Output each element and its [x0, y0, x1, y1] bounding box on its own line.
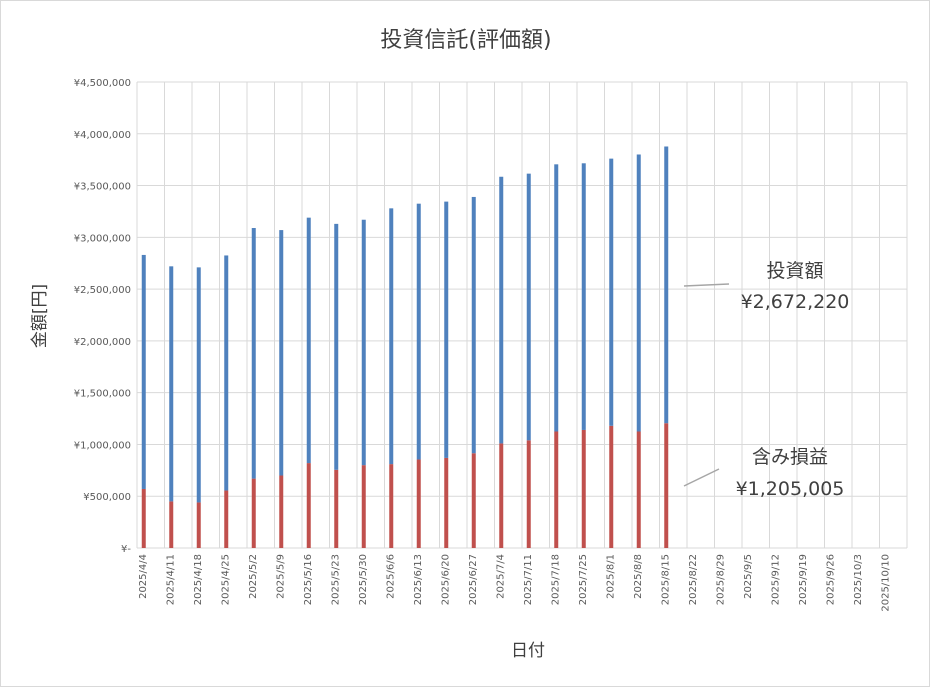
x-tick-label: 2025/9/26	[825, 554, 836, 605]
x-tick-label: 2025/10/10	[880, 554, 891, 612]
x-tick-label: 2025/5/16	[303, 554, 314, 605]
bar-segment	[636, 154, 641, 432]
annotation-leader-line	[683, 283, 730, 287]
data-annotations: 投資額 ¥2,672,220 含み損益 ¥1,205,005	[683, 260, 850, 500]
bar-segment	[334, 469, 339, 548]
y-tick-label: ¥3,000,000	[74, 233, 131, 244]
bar-series	[141, 146, 669, 548]
annotation-label: 含み損益	[752, 446, 828, 468]
x-tick-label: 2025/9/5	[743, 554, 754, 599]
bar-segment	[169, 266, 174, 502]
x-tick-label: 2025/4/4	[138, 554, 149, 599]
x-tick-label: 2025/8/22	[688, 554, 699, 605]
x-tick-label: 2025/7/18	[550, 554, 561, 605]
bar-segment	[609, 425, 614, 548]
x-tick-label: 2025/6/6	[385, 554, 396, 599]
bar-segment	[554, 164, 559, 432]
x-tick-label: 2025/6/27	[468, 554, 479, 605]
y-axis-label: 金額[円]	[30, 284, 50, 348]
x-tick-label: 2025/4/25	[220, 554, 231, 605]
bar-segment	[224, 255, 229, 491]
bar-segment	[444, 201, 449, 458]
bar-segment	[664, 423, 669, 548]
bar-segment	[196, 502, 201, 548]
bar-segment	[526, 173, 531, 441]
bar-segment	[334, 223, 339, 470]
bar-segment	[609, 158, 614, 426]
x-tick-label: 2025/9/12	[770, 554, 781, 605]
bar-segment	[251, 478, 256, 548]
x-tick-label: 2025/6/20	[440, 554, 451, 605]
x-tick-label: 2025/7/4	[495, 554, 506, 599]
y-tick-label: ¥2,000,000	[74, 337, 131, 348]
x-tick-label: 2025/4/11	[165, 554, 176, 605]
x-tick-label: 2025/5/23	[330, 554, 341, 605]
annotation-label: 投資額	[766, 260, 823, 282]
bar-segment	[554, 431, 559, 548]
bar-segment	[361, 465, 366, 548]
bar-segment	[306, 217, 311, 464]
bar-segment	[389, 464, 394, 548]
bar-segment	[306, 463, 311, 548]
y-tick-label: ¥2,500,000	[74, 285, 131, 296]
bar-segment	[251, 228, 256, 479]
bar-segment	[141, 254, 146, 489]
x-tick-label: 2025/6/13	[413, 554, 424, 605]
annotation-value: ¥1,205,005	[736, 478, 845, 500]
bar-segment	[581, 429, 586, 548]
bar-segment	[279, 230, 284, 476]
bar-segment	[471, 196, 476, 454]
x-tick-label: 2025/8/8	[633, 554, 644, 599]
x-tick-label: 2025/8/15	[660, 554, 671, 605]
bar-segment	[279, 475, 284, 548]
bar-segment	[499, 176, 504, 444]
bar-segment	[526, 440, 531, 548]
y-tick-label: ¥1,500,000	[74, 389, 131, 400]
bar-segment	[416, 203, 421, 460]
x-tick-label: 2025/9/19	[798, 554, 809, 605]
bar-segment	[169, 501, 174, 548]
chart-title: 投資信託(評価額)	[380, 28, 551, 53]
bar-segment	[224, 490, 229, 548]
x-tick-label: 2025/5/2	[248, 554, 259, 599]
x-tick-label: 2025/8/1	[605, 554, 616, 599]
y-tick-label: ¥500,000	[83, 492, 131, 503]
x-tick-label: 2025/10/3	[853, 554, 864, 605]
bar-segment	[636, 431, 641, 548]
gridlines	[136, 81, 908, 549]
y-tick-label: ¥4,500,000	[74, 78, 131, 89]
y-tick-label: ¥1,000,000	[74, 440, 131, 451]
x-tick-label: 2025/8/29	[715, 554, 726, 605]
bar-segment	[444, 457, 449, 548]
x-tick-label: 2025/7/25	[578, 554, 589, 605]
bar-segment	[471, 453, 476, 548]
annotation-value: ¥2,672,220	[741, 291, 850, 313]
bar-segment	[581, 163, 586, 430]
x-tick-label: 2025/4/18	[193, 554, 204, 605]
annotation-leader-line	[683, 468, 720, 487]
x-axis-label: 日付	[511, 641, 545, 661]
bar-segment	[141, 488, 146, 548]
bar-segment	[416, 459, 421, 548]
bar-segment	[361, 219, 366, 466]
x-axis-ticks: 2025/4/4 2025/4/11 2025/4/18 2025/4/25 2025/…	[138, 554, 892, 612]
x-tick-label: 2025/7/11	[523, 554, 534, 605]
x-tick-label: 2025/5/30	[358, 554, 369, 605]
y-tick-label: ¥4,000,000	[74, 130, 131, 141]
bar-segment	[389, 208, 394, 465]
y-tick-label: ¥3,500,000	[74, 182, 131, 193]
y-tick-label: ¥-	[121, 544, 131, 555]
y-axis-ticks: ¥- ¥500,000 ¥1,000,000 ¥1,500,000 ¥2,000,000…	[74, 78, 132, 555]
x-tick-label: 2025/5/9	[275, 554, 286, 599]
bar-segment	[664, 146, 669, 424]
bar-segment	[196, 267, 201, 503]
bar-segment	[499, 443, 504, 548]
